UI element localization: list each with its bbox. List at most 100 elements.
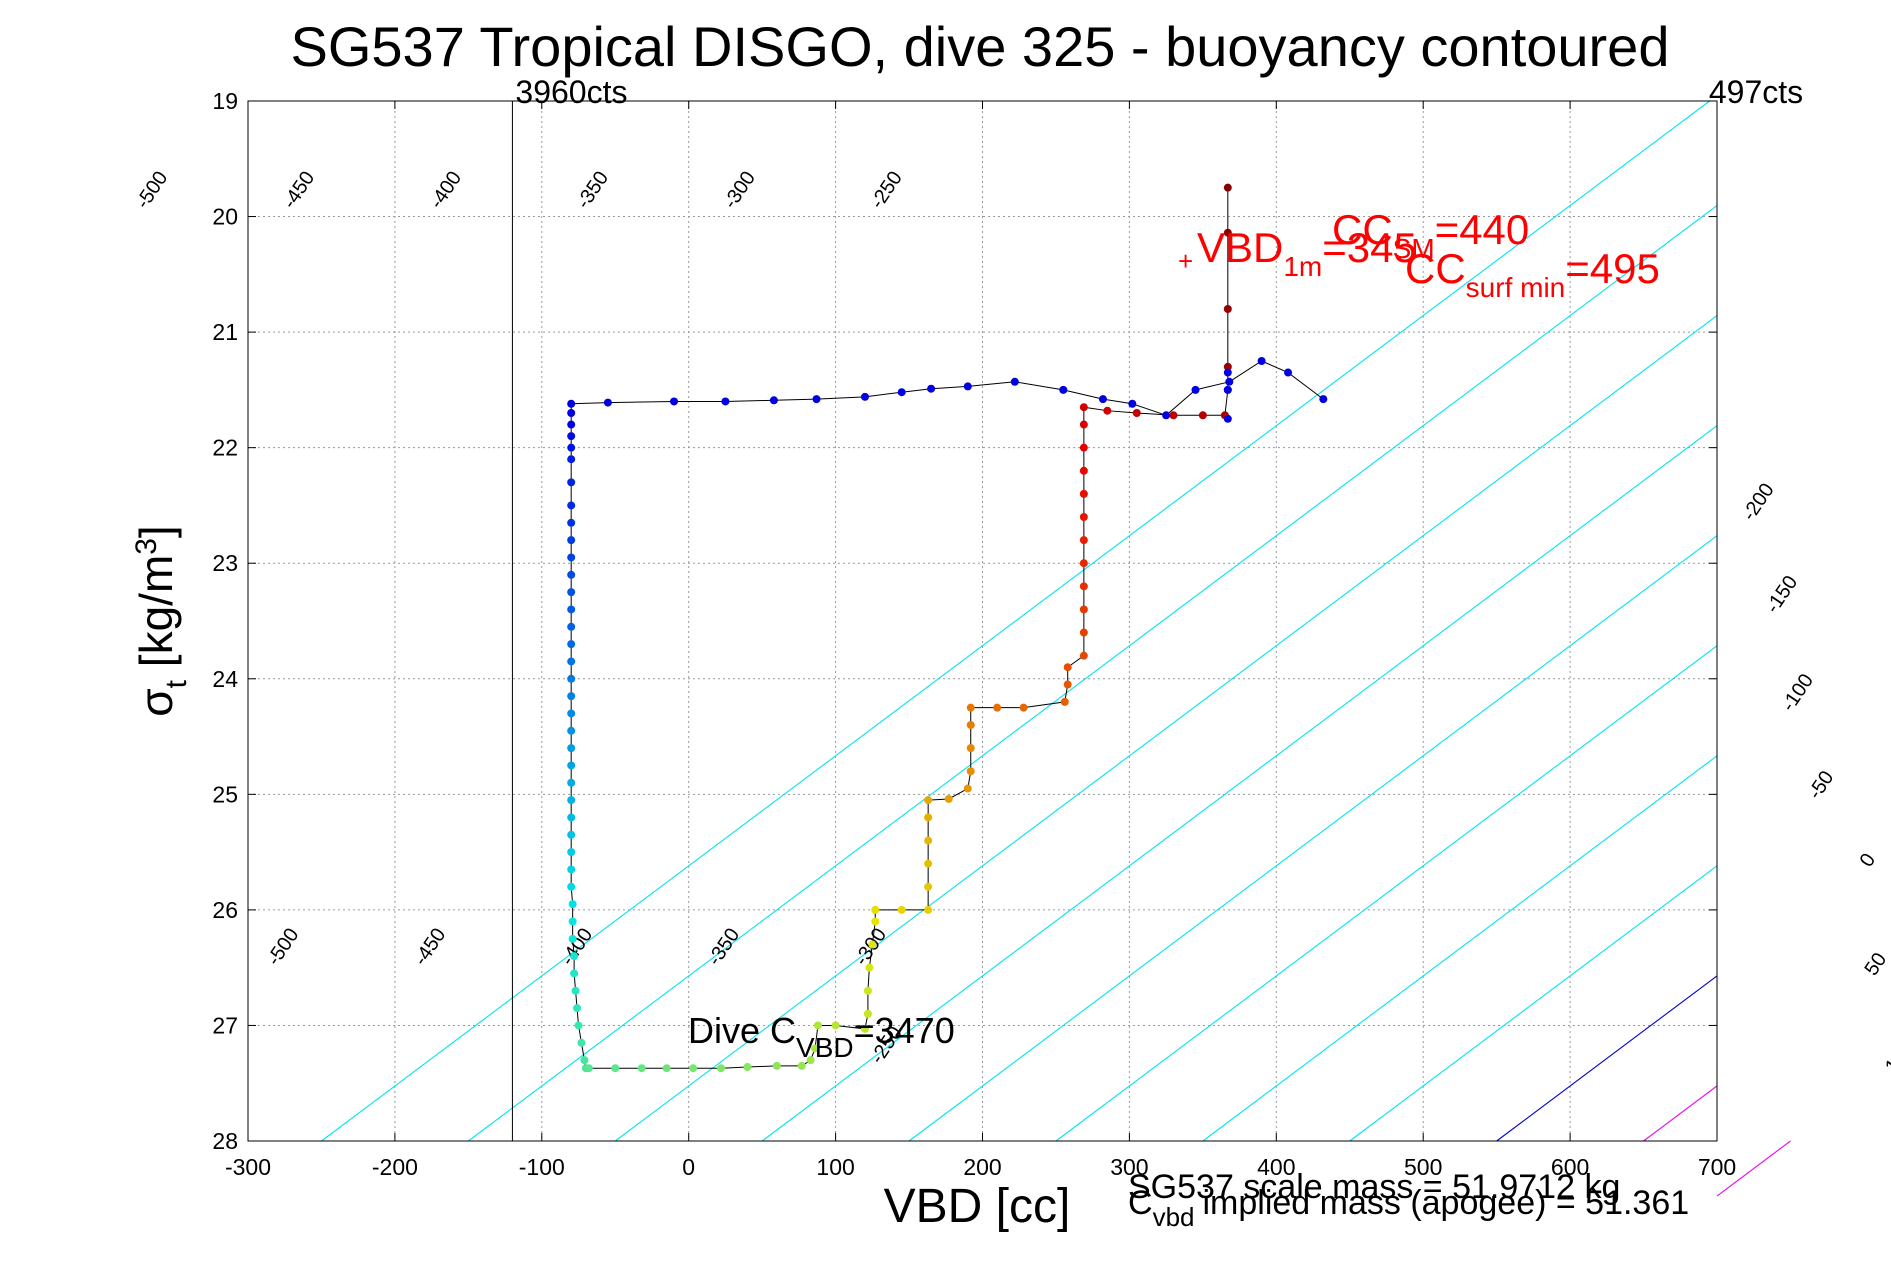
surface-point (1223, 368, 1232, 377)
trace-point (567, 709, 576, 718)
contour-line (1349, 865, 1718, 1142)
trace-point (863, 1009, 872, 1018)
annotations: + VBD1m=345 CCSM=440 CCsurf min=495 Dive… (688, 206, 1660, 1063)
trace-point (567, 432, 576, 441)
trace-point (871, 905, 880, 914)
trace-point (573, 1004, 582, 1013)
contour-line (1643, 1085, 1718, 1142)
surface-point (897, 388, 906, 397)
trace-point (567, 882, 576, 891)
trace-point (860, 1024, 869, 1033)
trace-point (863, 986, 872, 995)
y-tick-label: 26 (212, 897, 238, 923)
surface-point (1191, 385, 1200, 394)
surface-point (1257, 357, 1266, 365)
annotation-vbd-1m: VBD1m=345 (1197, 224, 1417, 282)
annotation-vbd-1m-value: =345 (1322, 224, 1417, 271)
trace-point (567, 588, 576, 597)
trace-point (1223, 228, 1232, 237)
x-tick-label: 600 (1551, 1154, 1589, 1180)
trace-point (567, 553, 576, 562)
cvbd-sub: vbd (1153, 1202, 1195, 1232)
annotation-dive-c-value: =3470 (854, 1010, 955, 1051)
trace-point (1019, 703, 1028, 712)
trace-point (865, 963, 874, 972)
annotation-dive-c-sub: VBD (796, 1032, 854, 1063)
trace-point (1169, 411, 1178, 420)
x-tick-label: 0 (682, 1154, 695, 1180)
surface-point (1098, 395, 1107, 404)
trace-point (567, 657, 576, 666)
y-tick-label: 20 (212, 204, 238, 230)
surface-point (1059, 385, 1068, 394)
trace-point (567, 674, 576, 683)
annotation-cc-sm-sub: SM (1393, 233, 1435, 264)
trace-point (567, 570, 576, 579)
plot-area: -500 -450 -400 -350 -300 -250-500 -450 -400 -350… (132, 100, 1891, 1197)
trace-point (567, 726, 576, 735)
y-axis-label-sup: 3 (130, 538, 163, 555)
annotation-plus-marker: + (1178, 246, 1193, 276)
trace-point (924, 813, 933, 822)
trace-point (871, 917, 880, 926)
surface-point (670, 397, 679, 406)
trace-point (993, 703, 1002, 712)
trace-point (567, 744, 576, 753)
trace-point (574, 1021, 583, 1030)
trace-point (831, 1021, 840, 1030)
trace-point (811, 1044, 820, 1053)
implied-mass-text: Cvbd implied mass (apogee) = 51.361 (1128, 1184, 1689, 1232)
axis-ticks: -300 -200 -100 0 100 200 300 400 500 600 700 19 20 21… (212, 88, 1736, 1180)
trace-point (797, 1061, 806, 1070)
trace-point (924, 905, 933, 914)
trace-point (924, 796, 933, 805)
trace-point (1079, 605, 1088, 614)
x-tick-label: -300 (225, 1154, 271, 1180)
chart-title: SG537 Tropical DISGO, dive 325 - buoyanc… (291, 15, 1670, 78)
annotation-cc-sm-value: =440 (1435, 206, 1530, 253)
trace-point (1079, 536, 1088, 545)
contour-line (1496, 975, 1718, 1142)
trace-point (1079, 628, 1088, 637)
trace-point (924, 882, 933, 891)
trace-point (806, 1056, 815, 1065)
surface-point (812, 395, 821, 404)
trace-point (577, 1038, 586, 1047)
y-tick-label: 19 (212, 88, 238, 114)
contour-line (1202, 755, 1718, 1142)
annotation-cc-surf-min-main: CC (1405, 245, 1466, 292)
y-axis-label-close: ] (130, 525, 182, 538)
surface-point (1223, 414, 1232, 423)
x-axis-label: VBD [cc] (884, 1180, 1071, 1233)
surface-point (1284, 368, 1293, 377)
y-axis-label: σt [kg/m3] (130, 525, 193, 716)
contour-line (468, 205, 1718, 1142)
trace-point (966, 767, 975, 776)
trace-point (567, 455, 576, 464)
y-tick-label: 22 (212, 435, 238, 461)
trace-point (611, 1064, 620, 1073)
surface-point (860, 392, 869, 401)
x-tick-label: -200 (372, 1154, 418, 1180)
annotation-vbd-1m-main: VBD (1197, 224, 1283, 271)
x-tick-label: 400 (1257, 1154, 1295, 1180)
trace-point (1079, 489, 1088, 498)
surface-point (1010, 377, 1019, 386)
trace-point (567, 692, 576, 701)
annotation-dive-c-vbd: Dive CVBD=3470 (688, 1010, 955, 1063)
trace-point (1223, 305, 1232, 313)
count-line-label: 3960cts (515, 74, 627, 110)
annotation-cc-surf-min-value: =495 (1565, 245, 1660, 292)
trace-point (567, 640, 576, 649)
trace-point (567, 501, 576, 510)
y-axis-label-sub: t (160, 679, 193, 688)
contour-line (761, 425, 1718, 1142)
trace-point (868, 940, 877, 949)
trace-point (568, 934, 577, 943)
y-tick-label: 28 (212, 1128, 238, 1154)
contour-line (321, 100, 1710, 1142)
annotation-cc-surf-min-sub: surf min (1466, 272, 1566, 303)
surface-point (721, 397, 730, 406)
trace-point (570, 952, 579, 961)
